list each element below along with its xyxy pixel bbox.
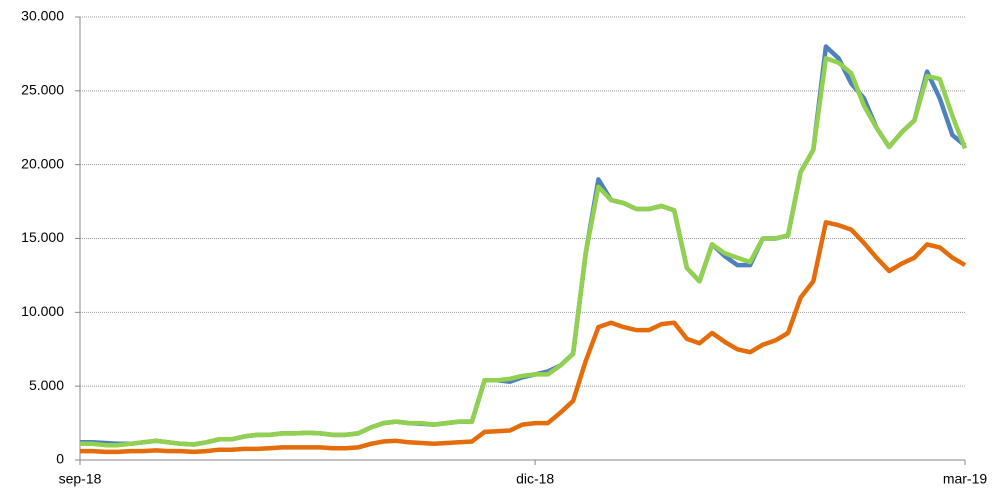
x-tick-label: mar-19: [943, 471, 988, 487]
x-tick-label: dic-18: [516, 471, 554, 487]
y-tick-label: 15.000: [21, 229, 64, 245]
y-tick-label: 20.000: [21, 155, 64, 171]
y-tick-label: 0: [56, 451, 64, 467]
series-line: [80, 44, 967, 447]
series-line: [80, 56, 968, 448]
y-tick-label: 5.000: [29, 377, 64, 393]
series-line: [80, 220, 967, 455]
y-tick-label: 30.000: [21, 8, 64, 24]
y-tick-label: 25.000: [21, 82, 64, 98]
x-tick-label: sep-18: [59, 471, 102, 487]
y-tick-label: 10.000: [21, 303, 64, 319]
